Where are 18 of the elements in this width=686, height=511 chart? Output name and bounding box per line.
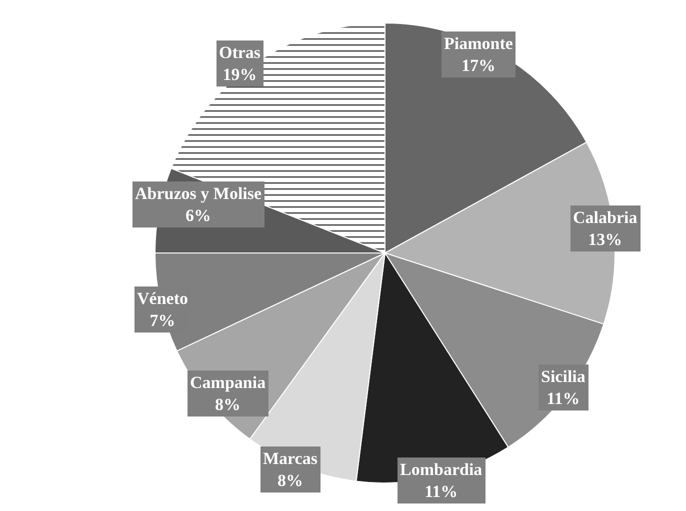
data-label: 17%: [461, 56, 496, 76]
slice-label: Sicilia: [541, 367, 586, 386]
data-label: 11%: [546, 389, 580, 408]
data-label: 8%: [277, 471, 303, 490]
slice-label: Marcas: [263, 449, 318, 468]
slice-label: Lombardia: [400, 460, 483, 479]
slice-label: Véneto: [137, 289, 188, 308]
data-label: 13%: [588, 230, 622, 250]
slice-label: Abruzos y Molise: [135, 184, 262, 203]
slice-label: Calabria: [573, 208, 638, 227]
data-label: 7%: [150, 311, 176, 330]
data-label: 19%: [222, 65, 257, 84]
data-label: 6%: [186, 206, 212, 226]
slice-label: Campania: [190, 373, 266, 392]
slice-label: Otras: [219, 43, 261, 62]
slice-label: Piamonte: [444, 34, 514, 53]
data-label: 8%: [215, 395, 241, 414]
data-label: 11%: [424, 482, 458, 502]
